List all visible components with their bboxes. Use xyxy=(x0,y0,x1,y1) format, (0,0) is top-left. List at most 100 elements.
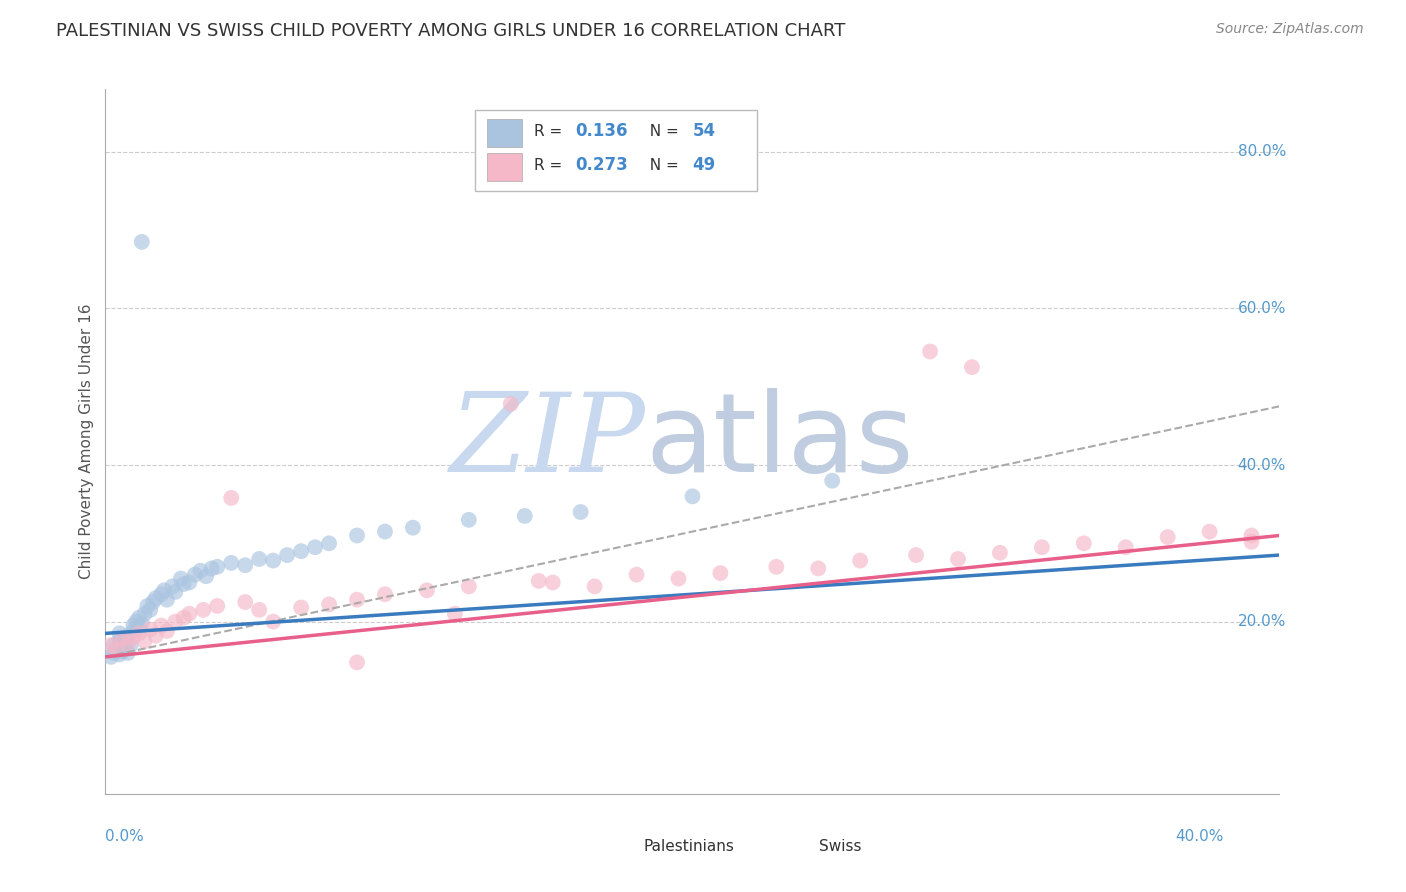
Text: N =: N = xyxy=(640,124,683,139)
Point xyxy=(108,634,131,648)
Point xyxy=(131,616,153,631)
Point xyxy=(233,595,256,609)
Point xyxy=(905,548,928,562)
Point xyxy=(219,491,242,505)
Point xyxy=(849,553,872,567)
Point xyxy=(105,642,128,657)
Point xyxy=(374,587,396,601)
Point xyxy=(247,603,270,617)
FancyBboxPatch shape xyxy=(486,153,522,181)
FancyBboxPatch shape xyxy=(475,111,756,192)
Point xyxy=(105,642,128,657)
Point xyxy=(100,638,122,652)
Point xyxy=(153,583,176,598)
Point xyxy=(139,623,162,637)
Point xyxy=(165,615,187,629)
Text: 60.0%: 60.0% xyxy=(1237,301,1286,316)
Text: 0.0%: 0.0% xyxy=(105,830,145,844)
Point xyxy=(139,603,162,617)
Point xyxy=(960,360,983,375)
Point xyxy=(173,577,195,591)
Point xyxy=(513,508,536,523)
Point xyxy=(125,615,148,629)
Text: 0.136: 0.136 xyxy=(575,122,627,140)
Point xyxy=(1073,536,1095,550)
Point xyxy=(179,607,201,621)
Point xyxy=(207,599,229,613)
Point xyxy=(918,344,941,359)
Point xyxy=(1156,530,1178,544)
Point xyxy=(195,569,218,583)
Point xyxy=(145,591,167,606)
Point xyxy=(304,541,326,555)
Text: ZIP: ZIP xyxy=(450,388,645,495)
Point xyxy=(318,536,340,550)
Point xyxy=(290,600,312,615)
Point xyxy=(122,618,145,632)
Point xyxy=(142,595,165,609)
Text: 0.273: 0.273 xyxy=(575,156,628,174)
Point xyxy=(262,615,284,629)
Point xyxy=(402,521,425,535)
Point xyxy=(262,553,284,567)
Text: atlas: atlas xyxy=(645,388,914,495)
Text: Swiss: Swiss xyxy=(820,839,862,855)
Text: Palestinians: Palestinians xyxy=(643,839,734,855)
Text: R =: R = xyxy=(534,158,567,173)
Point xyxy=(527,574,550,588)
Point xyxy=(276,548,298,562)
Point xyxy=(114,632,136,646)
Point xyxy=(179,575,201,590)
Point xyxy=(457,513,479,527)
Point xyxy=(946,552,969,566)
Point xyxy=(145,629,167,643)
Point xyxy=(156,592,179,607)
Point xyxy=(122,630,145,644)
FancyBboxPatch shape xyxy=(610,836,636,857)
Point xyxy=(128,610,150,624)
Point xyxy=(103,646,125,660)
Point xyxy=(765,559,787,574)
FancyBboxPatch shape xyxy=(486,119,522,147)
Point xyxy=(318,598,340,612)
Text: PALESTINIAN VS SWISS CHILD POVERTY AMONG GIRLS UNDER 16 CORRELATION CHART: PALESTINIAN VS SWISS CHILD POVERTY AMONG… xyxy=(56,22,845,40)
Point xyxy=(821,474,844,488)
Point xyxy=(807,561,830,575)
Point xyxy=(150,618,173,632)
Point xyxy=(1198,524,1220,539)
Point xyxy=(709,566,731,580)
Text: R =: R = xyxy=(534,124,567,139)
Point xyxy=(583,579,606,593)
Point xyxy=(1031,541,1053,555)
Text: N =: N = xyxy=(640,158,683,173)
Point xyxy=(128,626,150,640)
Point xyxy=(108,626,131,640)
Text: 40.0%: 40.0% xyxy=(1237,458,1286,473)
Y-axis label: Child Poverty Among Girls Under 16: Child Poverty Among Girls Under 16 xyxy=(79,304,94,579)
Text: 20.0%: 20.0% xyxy=(1237,614,1286,629)
Point xyxy=(1240,534,1263,549)
Point xyxy=(128,621,150,635)
Point xyxy=(134,634,156,648)
Point xyxy=(111,636,134,650)
Point xyxy=(156,624,179,638)
Text: 80.0%: 80.0% xyxy=(1237,145,1286,160)
Point xyxy=(114,640,136,654)
Point xyxy=(184,567,207,582)
Text: 40.0%: 40.0% xyxy=(1175,830,1223,844)
Point xyxy=(219,556,242,570)
Text: Source: ZipAtlas.com: Source: ZipAtlas.com xyxy=(1216,22,1364,37)
Point xyxy=(162,579,184,593)
Point xyxy=(117,646,139,660)
Point xyxy=(416,583,439,598)
Point xyxy=(247,552,270,566)
Point xyxy=(134,607,156,621)
Point xyxy=(170,572,193,586)
Point xyxy=(136,599,159,613)
Point xyxy=(988,546,1011,560)
Point xyxy=(111,632,134,646)
Point xyxy=(173,610,195,624)
Point xyxy=(190,564,212,578)
Point xyxy=(541,575,564,590)
Text: 54: 54 xyxy=(693,122,716,140)
